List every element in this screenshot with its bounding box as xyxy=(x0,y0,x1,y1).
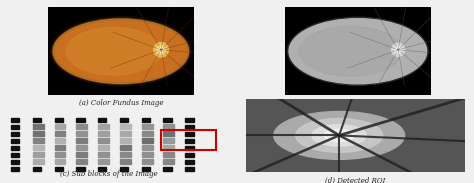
Bar xyxy=(185,118,193,122)
Bar xyxy=(55,131,65,136)
Bar xyxy=(11,167,19,171)
Bar xyxy=(120,118,128,122)
Bar xyxy=(76,167,84,171)
Bar xyxy=(55,138,65,143)
Bar xyxy=(55,159,65,164)
Bar xyxy=(98,138,109,143)
Bar xyxy=(33,118,41,122)
Bar xyxy=(76,159,87,164)
Ellipse shape xyxy=(396,48,400,52)
Bar xyxy=(11,132,19,136)
Bar xyxy=(164,118,172,122)
Bar xyxy=(11,118,19,122)
Bar xyxy=(33,124,44,129)
Bar xyxy=(76,124,87,129)
Bar xyxy=(55,118,63,122)
Ellipse shape xyxy=(159,48,164,52)
Bar xyxy=(33,138,44,143)
Bar xyxy=(164,152,174,157)
Bar xyxy=(142,131,153,136)
Bar xyxy=(120,131,131,136)
Bar xyxy=(76,145,87,150)
Bar xyxy=(33,131,44,136)
Bar xyxy=(76,152,87,157)
Bar xyxy=(33,145,44,150)
Bar xyxy=(98,118,106,122)
Bar xyxy=(142,124,153,129)
Text: (d) Detected ROI: (d) Detected ROI xyxy=(325,176,386,183)
Ellipse shape xyxy=(296,119,383,152)
Bar xyxy=(98,124,109,129)
Ellipse shape xyxy=(66,27,161,75)
Bar xyxy=(55,145,65,150)
Ellipse shape xyxy=(288,17,428,85)
Bar xyxy=(142,138,153,143)
Bar xyxy=(76,131,87,136)
Bar xyxy=(164,124,174,129)
Bar xyxy=(120,152,131,157)
Bar xyxy=(11,125,19,129)
Bar xyxy=(33,159,44,164)
Bar xyxy=(142,167,150,171)
Ellipse shape xyxy=(299,26,402,76)
Bar xyxy=(11,153,19,157)
Bar xyxy=(142,145,153,150)
Ellipse shape xyxy=(274,111,404,159)
Text: (b) Green component: (b) Green component xyxy=(320,99,396,107)
Bar xyxy=(98,145,109,150)
Bar xyxy=(185,160,193,164)
Bar xyxy=(142,118,150,122)
Bar xyxy=(76,118,84,122)
Text: (a) Color Fundus Image: (a) Color Fundus Image xyxy=(79,99,163,107)
Bar xyxy=(98,131,109,136)
Bar xyxy=(164,159,174,164)
Bar xyxy=(11,160,19,164)
Bar xyxy=(33,152,44,157)
Bar xyxy=(161,130,216,150)
Bar xyxy=(185,167,193,171)
Bar xyxy=(164,138,174,143)
Bar xyxy=(55,124,65,129)
Bar xyxy=(55,167,63,171)
Ellipse shape xyxy=(394,46,402,53)
Bar xyxy=(120,124,131,129)
Bar xyxy=(185,139,193,143)
Ellipse shape xyxy=(289,19,427,84)
Bar xyxy=(185,146,193,150)
Ellipse shape xyxy=(53,19,189,83)
Bar xyxy=(164,145,174,150)
Bar xyxy=(142,159,153,164)
Bar xyxy=(55,152,65,157)
Ellipse shape xyxy=(392,43,405,56)
Bar xyxy=(11,146,19,150)
Bar xyxy=(164,131,174,136)
Bar xyxy=(120,159,131,164)
Bar xyxy=(185,132,193,136)
Bar xyxy=(185,153,193,157)
Ellipse shape xyxy=(51,16,191,86)
Bar xyxy=(11,139,19,143)
Bar xyxy=(142,152,153,157)
Bar xyxy=(98,159,109,164)
Ellipse shape xyxy=(312,125,366,146)
Bar xyxy=(164,167,172,171)
Bar xyxy=(120,167,128,171)
Ellipse shape xyxy=(157,45,165,54)
Ellipse shape xyxy=(154,42,168,57)
Bar xyxy=(98,152,109,157)
Ellipse shape xyxy=(324,129,355,142)
Bar xyxy=(185,125,193,129)
Bar xyxy=(98,167,106,171)
Bar xyxy=(76,138,87,143)
Bar xyxy=(120,138,131,143)
Bar xyxy=(33,167,41,171)
Bar xyxy=(120,145,131,150)
Text: (c) Sub blocks of the Image: (c) Sub blocks of the Image xyxy=(60,170,158,178)
